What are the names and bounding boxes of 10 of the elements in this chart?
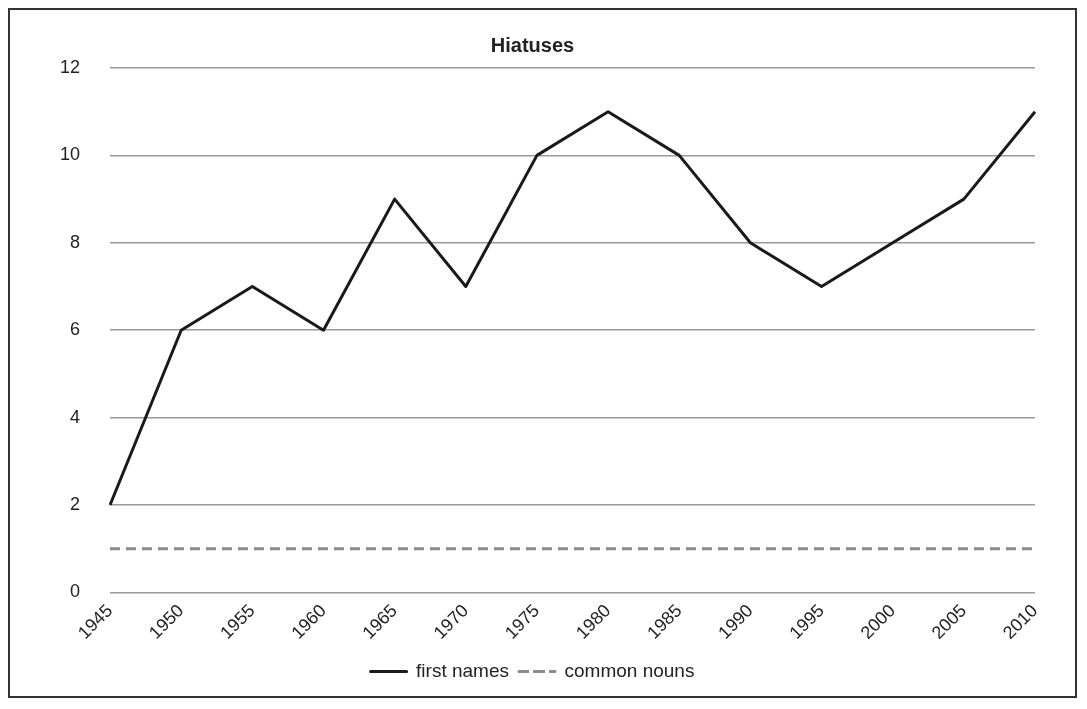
y-tick-label: 8 [70, 231, 81, 252]
y-tick-label: 12 [59, 56, 81, 77]
y-tick-label: 10 [59, 144, 81, 165]
legend-label: common nouns [564, 659, 695, 681]
chart-title: Hiatuses [490, 33, 575, 56]
y-tick-label: 0 [70, 581, 81, 602]
y-tick-label: 2 [70, 493, 81, 514]
y-tick-label: 6 [70, 319, 81, 340]
y-tick-label: 4 [70, 406, 81, 427]
legend-label: first names [416, 659, 510, 681]
